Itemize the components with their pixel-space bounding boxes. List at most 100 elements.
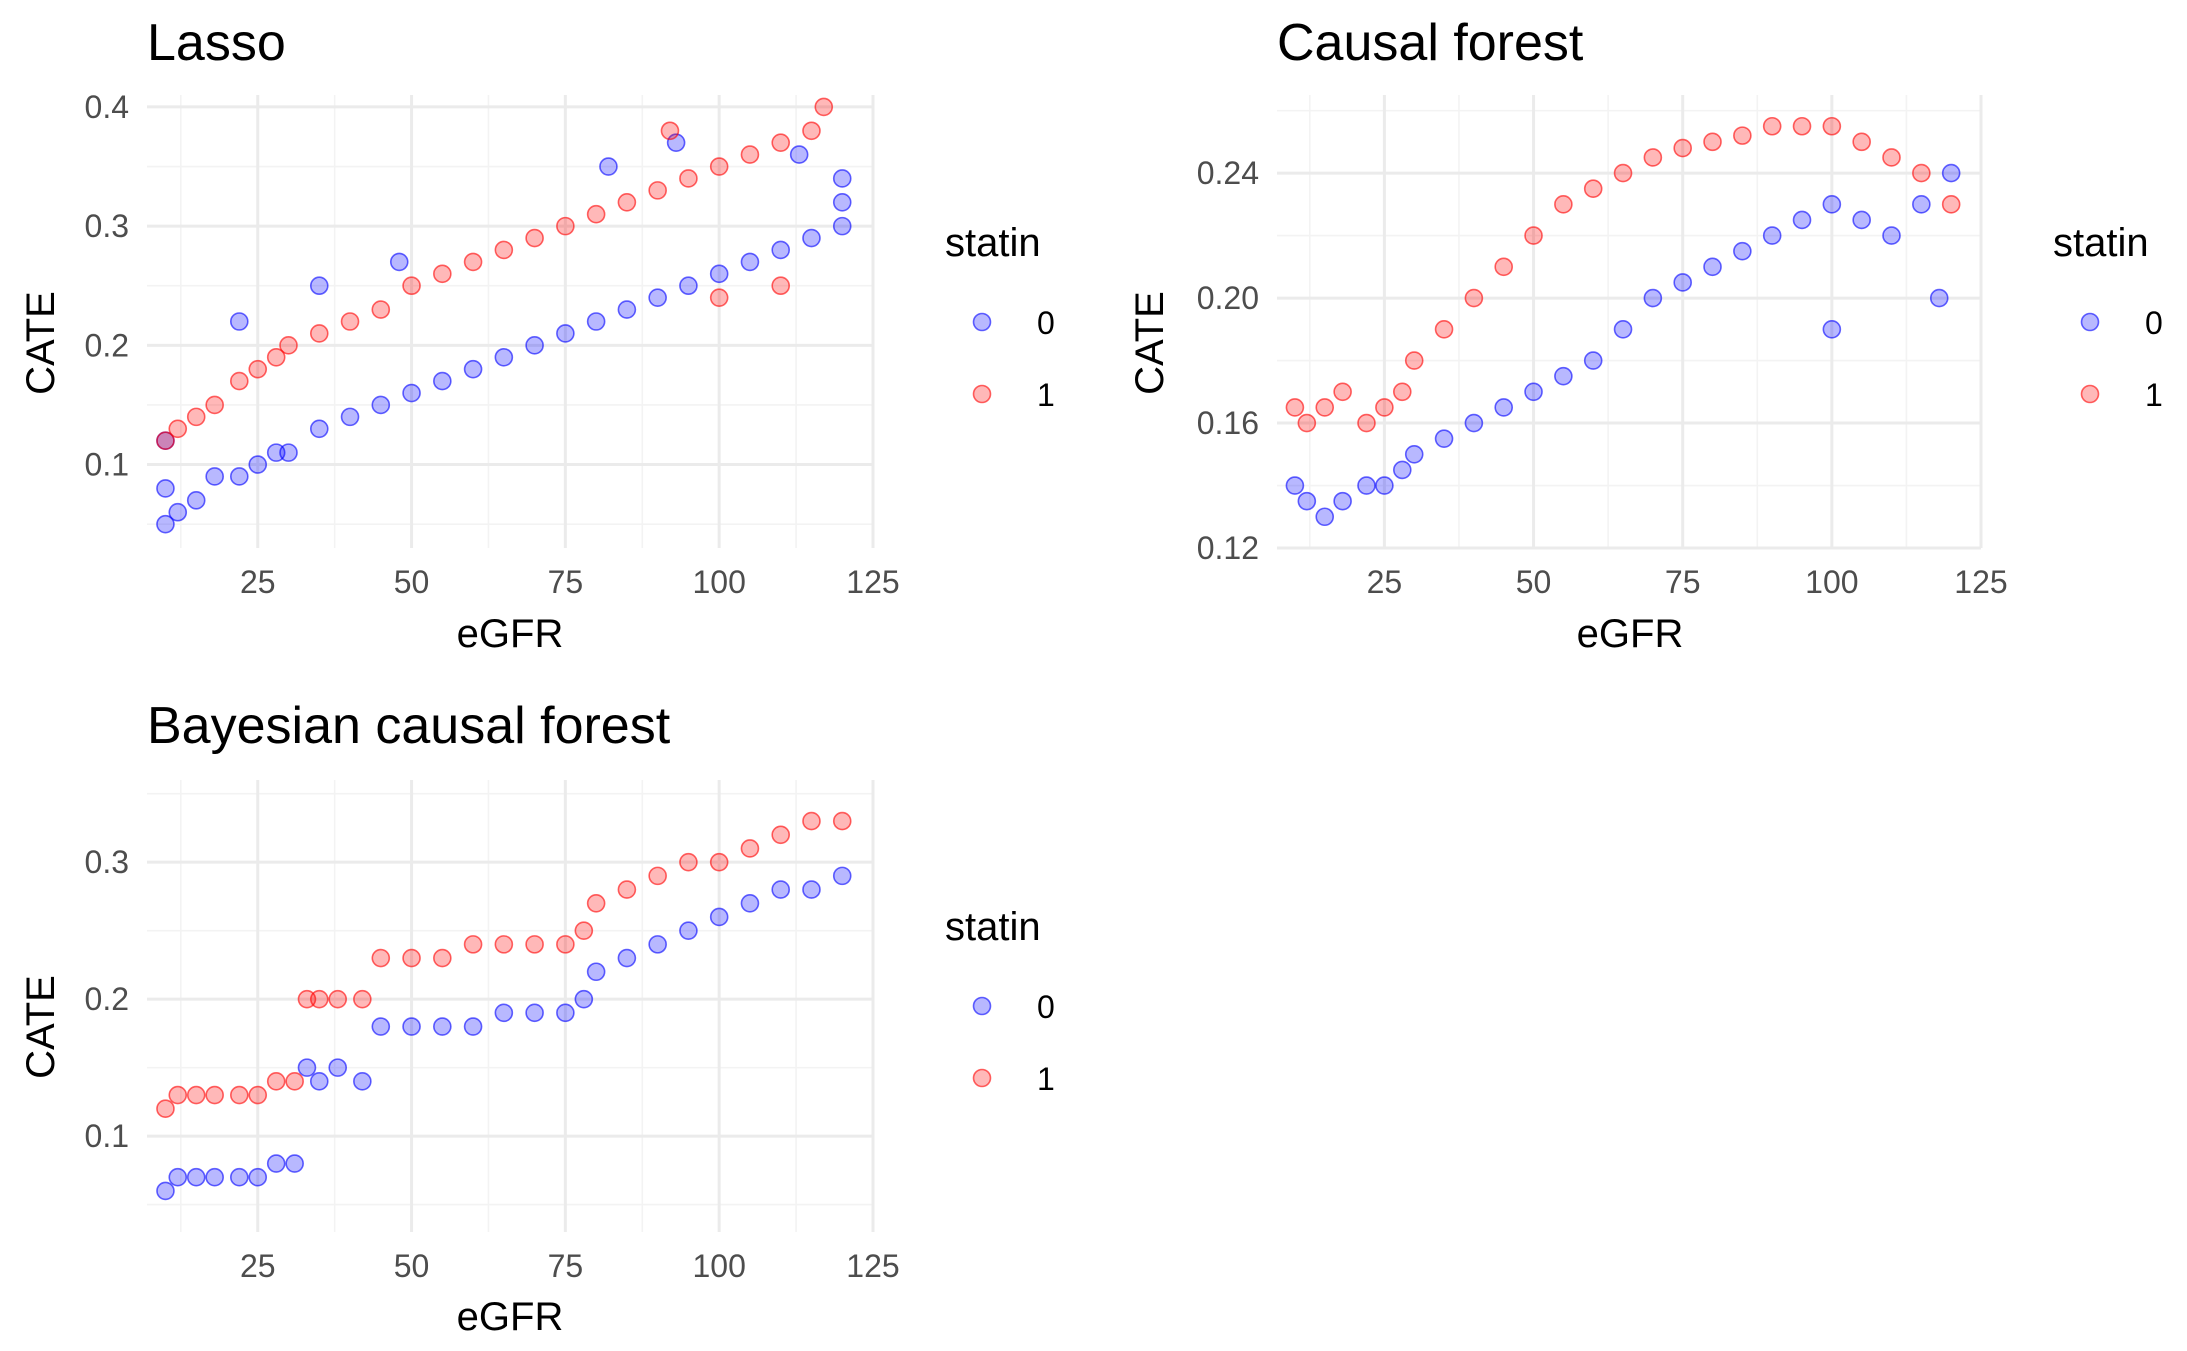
x-tick-label: 75 bbox=[548, 1248, 584, 1284]
scatter-point-statin-1 bbox=[1375, 398, 1394, 417]
scatter-point-statin-0 bbox=[679, 276, 698, 296]
scatter-point-statin-0 bbox=[248, 1167, 268, 1187]
scatter-point-statin-0 bbox=[186, 491, 206, 510]
scatter-point-statin-1 bbox=[229, 371, 249, 391]
scatter-point-statin-0 bbox=[266, 1154, 286, 1173]
scatter-point-statin-1 bbox=[771, 276, 791, 296]
scatter-point-statin-1 bbox=[802, 121, 821, 141]
scatter-point-statin-0 bbox=[1912, 195, 1931, 214]
panel-lasso: Lasso 25 50 75 100 125 0.1 0.2 0.3 0.4 eGFR CAT… bbox=[19, 14, 1055, 656]
scatter-point-statin-0 bbox=[648, 935, 667, 954]
scatter-point-statin-0 bbox=[389, 252, 409, 272]
scatter-point-statin-0 bbox=[802, 228, 821, 248]
scatter-point-statin-0 bbox=[1357, 476, 1376, 495]
scatter-point-statin-0 bbox=[832, 169, 852, 188]
scatter-point-statin-0 bbox=[556, 324, 575, 343]
scatter-point-statin-0 bbox=[248, 455, 268, 474]
x-tick-label: 50 bbox=[394, 1248, 430, 1284]
scatter-point-statin-0 bbox=[229, 1167, 249, 1187]
scatter-point-statin-1 bbox=[1733, 126, 1752, 145]
x-tick-labels: 25 50 75 100 125 bbox=[240, 564, 900, 600]
scatter-point-statin-1 bbox=[1822, 116, 1842, 136]
scatter-point-statin-1 bbox=[402, 948, 421, 968]
gridlines bbox=[147, 780, 875, 1232]
scatter-point-statin-0 bbox=[402, 383, 421, 403]
scatter-point-statin-0 bbox=[1285, 476, 1305, 495]
legend-key-1 bbox=[2080, 384, 2100, 404]
legend-title: statin bbox=[945, 905, 1041, 949]
scatter-point-statin-0 bbox=[1762, 226, 1782, 245]
scatter-point-statin-0 bbox=[297, 1058, 317, 1077]
scatter-point-statin-1 bbox=[309, 324, 329, 343]
scatter-point-statin-0 bbox=[679, 921, 698, 940]
scatter-point-statin-1 bbox=[556, 935, 575, 954]
scatter-point-statin-0 bbox=[832, 866, 852, 886]
scatter-point-statin-0 bbox=[525, 336, 544, 355]
scatter-point-statin-0 bbox=[586, 962, 606, 982]
x-tick-labels: 25 50 75 100 125 bbox=[240, 1248, 900, 1284]
scatter-point-statin-1 bbox=[1792, 116, 1812, 136]
scatter-point-statin-1 bbox=[574, 921, 594, 940]
scatter-point-statin-0 bbox=[229, 312, 249, 331]
scatter-point-statin-1 bbox=[617, 880, 637, 899]
scatter-point-statin-1 bbox=[168, 419, 188, 439]
legend: statin 0 1 bbox=[945, 905, 1055, 1097]
scatter-point-statin-1 bbox=[832, 811, 852, 831]
scatter-point-statin-1 bbox=[266, 1072, 286, 1091]
x-tick-label: 75 bbox=[548, 564, 584, 600]
scatter-point-statin-1 bbox=[1673, 138, 1692, 158]
scatter-point-statin-1 bbox=[709, 852, 729, 872]
scatter-point-statin-0 bbox=[340, 407, 360, 427]
legend-label-1: 1 bbox=[1037, 377, 1055, 413]
scatter-point-statin-0 bbox=[1733, 241, 1752, 261]
panel-title: Bayesian causal forest bbox=[147, 697, 671, 755]
scatter-point-statin-0 bbox=[525, 1003, 544, 1023]
scatter-point-statin-0 bbox=[617, 300, 637, 319]
y-axis-title: CATE bbox=[19, 291, 63, 395]
scatter-point-statin-1 bbox=[371, 948, 391, 968]
scatter-point-statin-0 bbox=[1404, 444, 1424, 464]
scatter-point-statin-0 bbox=[1852, 210, 1871, 230]
scatter-point-statin-0 bbox=[740, 252, 760, 272]
y-tick-label: 0.20 bbox=[1197, 280, 1259, 316]
scatter-point-statin-1 bbox=[248, 359, 268, 379]
scatter-point-statin-0 bbox=[709, 907, 729, 927]
scatter-point-statin-1 bbox=[309, 989, 329, 1009]
scatter-point-statin-1 bbox=[1703, 132, 1722, 152]
scatter-point-statin-0 bbox=[1464, 413, 1484, 433]
scatter-point-statin-0 bbox=[1792, 210, 1812, 230]
scatter-point-statin-1 bbox=[433, 948, 452, 968]
scatter-point-statin-1 bbox=[340, 312, 360, 331]
scatter-point-statin-0 bbox=[1673, 273, 1692, 292]
scatter-point-statin-0 bbox=[328, 1058, 348, 1077]
x-tick-label: 25 bbox=[1367, 564, 1403, 600]
scatter-point-statin-1 bbox=[1762, 116, 1782, 136]
scatter-point-statin-0 bbox=[156, 514, 175, 534]
scatter-point-statin-0 bbox=[186, 1167, 206, 1187]
scatter-point-statin-1 bbox=[1941, 195, 1961, 214]
scatter-point-statin-0 bbox=[1375, 476, 1394, 495]
y-axis-title: CATE bbox=[1128, 291, 1172, 395]
legend-label-0: 0 bbox=[2145, 305, 2163, 341]
scatter-point-statin-0 bbox=[1643, 288, 1663, 308]
scatter-point-statin-0 bbox=[309, 276, 329, 296]
scatter-point-statin-1 bbox=[371, 300, 391, 319]
scatter-point-statin-0 bbox=[789, 145, 809, 164]
scatter-point-statin-0 bbox=[1434, 429, 1454, 448]
scatter-point-statin-0 bbox=[574, 989, 594, 1009]
scatter-point-statin-1 bbox=[771, 133, 791, 152]
scatter-point-statin-1 bbox=[353, 989, 372, 1009]
scatter-point-statin-0 bbox=[156, 479, 175, 498]
panel-bayesian-causal-forest: Bayesian causal forest 25 50 75 100 125 0.10… bbox=[19, 697, 1055, 1339]
scatter-point-statin-1 bbox=[248, 1085, 268, 1105]
scatter-point-statin-1 bbox=[1583, 179, 1603, 199]
scatter-point-statin-1 bbox=[814, 97, 834, 117]
scatter-point-statin-1 bbox=[1613, 163, 1633, 183]
scatter-point-statin-0 bbox=[494, 1003, 514, 1023]
scatter-point-statin-0 bbox=[586, 312, 606, 331]
scatter-point-statin-0 bbox=[1703, 257, 1722, 277]
scatter-point-statin-1 bbox=[1554, 195, 1573, 214]
scatter-point-statin-0 bbox=[1822, 320, 1842, 339]
scatter-point-statin-0 bbox=[1315, 507, 1335, 527]
x-tick-label: 100 bbox=[692, 564, 745, 600]
